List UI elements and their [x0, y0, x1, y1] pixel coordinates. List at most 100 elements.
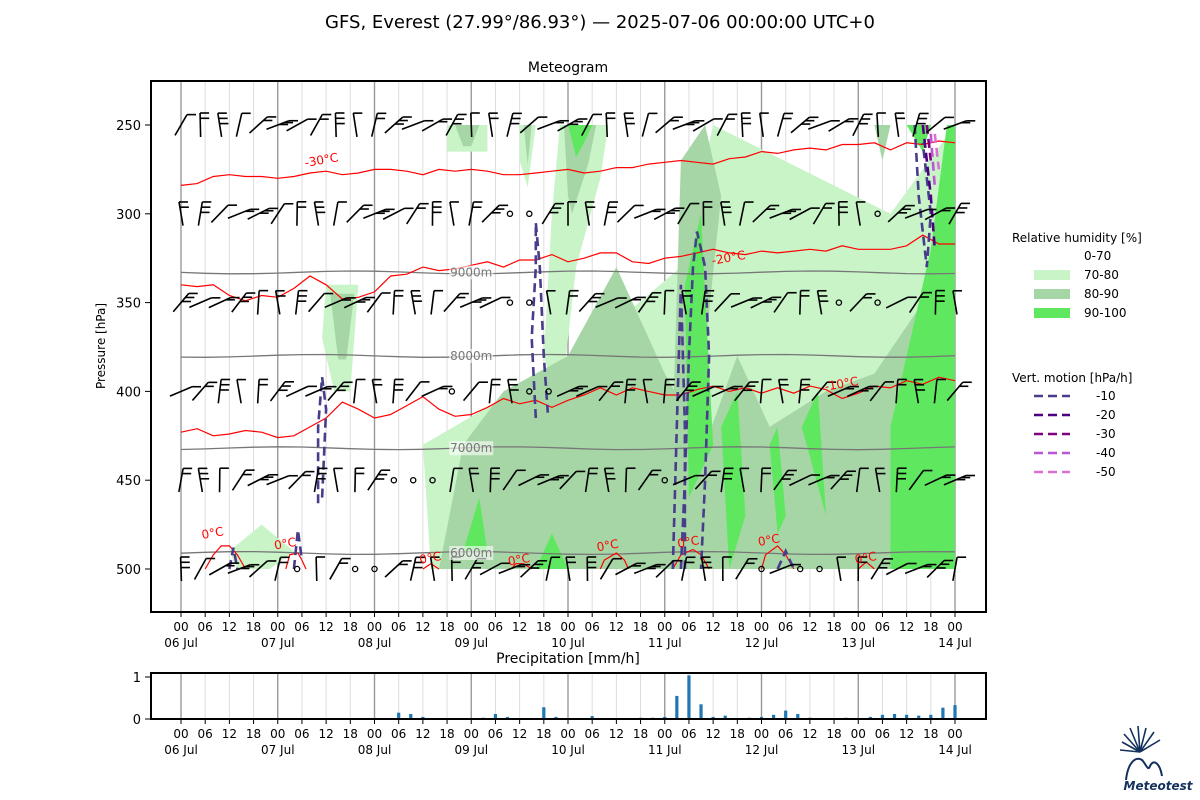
precipitation-x-tick-hour: 12: [609, 727, 624, 741]
wind-barb-shaft: [353, 379, 358, 404]
wind-barb-shaft: [926, 559, 945, 579]
precipitation-x-tick-day: 12 Jul: [745, 743, 779, 757]
wind-barb-shaft: [849, 293, 868, 312]
wind-barb-shaft: [624, 379, 628, 404]
calm-wind-mark: [874, 299, 881, 306]
wind-barb-shaft: [520, 560, 539, 578]
wind-barb-shaft: [266, 474, 290, 486]
meteogram-x-tick-hour: 12: [802, 620, 817, 634]
isotherm-label: 0°C: [507, 551, 531, 569]
precipitation-x-tick-hour: 00: [464, 727, 479, 741]
wind-barb-shaft: [479, 296, 502, 309]
wind-barb-shaft: [616, 204, 636, 223]
meteogram-x-tick-day: 11 Jul: [648, 636, 682, 650]
wind-barb-shaft: [236, 379, 242, 404]
sun-rays-icon: [1119, 725, 1163, 781]
vm-legend-label: -20: [1096, 408, 1116, 422]
vertical-motion-contour: [933, 133, 941, 170]
meteogram-x-tick-hour: 06: [294, 620, 309, 634]
wind-barb-shaft: [430, 290, 435, 315]
precipitation-x-tick-hour: 12: [512, 727, 527, 741]
relative-humidity-fills: [229, 125, 955, 570]
isotherm-label: 0°C: [676, 533, 700, 551]
vertical-motion-contour: [292, 529, 304, 570]
isotherm-line: [285, 552, 307, 570]
figure-title: GFS, Everest (27.99°/86.93°) — 2025-07-0…: [325, 12, 875, 33]
isotherm-label: 0°C: [418, 549, 442, 567]
meteogram-x-tick-hour: 12: [222, 620, 237, 634]
wind-barb-shaft: [584, 201, 591, 226]
calm-wind-mark: [758, 565, 765, 573]
wind-barb-shaft: [191, 381, 209, 401]
geopotential-line: [180, 270, 956, 275]
wind-barb-shaft: [830, 470, 848, 490]
meteogram-x-tick-day: 12 Jul: [745, 636, 779, 650]
meteogram-x-tick-day: 14 Jul: [938, 636, 972, 650]
precipitation-bar: [917, 715, 921, 719]
wind-barb-shaft: [346, 204, 365, 223]
rh-region-90-100: [568, 125, 593, 157]
precipitation-bar: [421, 716, 425, 719]
isotherm-line: [180, 140, 956, 186]
precipitation-bar: [880, 714, 885, 719]
calm-wind-mark: [874, 210, 881, 218]
wind-barb-shaft: [672, 474, 696, 486]
meteogram-y-label: Pressure [hPa]: [94, 303, 108, 389]
isotherm-label: -30°C: [303, 150, 339, 170]
meteogram-x-tick-hour: 00: [657, 620, 672, 634]
precipitation-bar: [784, 710, 788, 719]
calm-wind-mark: [390, 476, 398, 484]
wind-barb-shaft: [885, 562, 908, 576]
wind-barb-shaft: [598, 381, 615, 402]
wind-barb-shaft: [468, 201, 475, 226]
meteogram-x-tick-hour: 00: [754, 620, 769, 634]
wind-barb-shaft: [285, 385, 309, 398]
precipitation-bar: [941, 707, 945, 719]
isoline-labels: 9000m 8000m 7000m 6000m -30°C -20°C -10°C 0°C 0°…: [200, 150, 877, 568]
wind-barb-shaft: [384, 560, 404, 578]
wind-barb-shaft: [392, 290, 396, 315]
wind-barb-shaft: [603, 468, 610, 493]
wind-barb-shaft: [714, 293, 732, 312]
precipitation-x-tick-hour: 00: [270, 727, 285, 741]
wind-barb-shaft: [642, 379, 649, 404]
wind-barb-shaft: [174, 114, 188, 136]
wind-barb-shaft: [270, 203, 286, 225]
meteogram-x-tick-hour: 18: [536, 620, 551, 634]
rh-legend-title: Relative humidity [%]: [1012, 231, 1142, 245]
rh-region-80-90: [874, 125, 891, 161]
precipitation-x-tick-hour: 18: [633, 727, 648, 741]
wind-barb-shaft: [366, 292, 383, 313]
meteogram-x-tick-hour: 18: [246, 620, 261, 634]
geopotential-label-bg: [449, 348, 494, 363]
wind-barb-shaft: [904, 208, 928, 219]
precipitation-x-tick-hour: 06: [294, 727, 309, 741]
wind-barb-shaft: [870, 558, 885, 580]
wind-barb-shaft: [481, 204, 500, 223]
wind-barb-shaft: [410, 290, 417, 315]
vertical-motion-contour: [776, 548, 795, 570]
wind-barb-shaft: [332, 201, 339, 226]
wind-barb-shaft: [406, 203, 421, 225]
precipitation-bar: [687, 675, 691, 719]
y-tick-label: 450: [116, 474, 141, 489]
wind-barb-shaft: [565, 290, 571, 315]
calm-wind-mark: [835, 299, 843, 306]
wind-barb-shaft: [876, 112, 880, 138]
meteogram-x-tick-hour: 00: [270, 620, 285, 634]
wind-barb-shaft: [210, 204, 229, 223]
precipitation-x-tick-day: 13 Jul: [841, 743, 875, 757]
wind-barb-shaft: [231, 292, 247, 313]
precipitation-x-tick-day: 11 Jul: [648, 743, 682, 757]
isotherm-line: [204, 545, 247, 570]
precipitation-x-tick-hour: 12: [802, 727, 817, 741]
wind-barb-shaft: [392, 379, 396, 404]
wind-barb-shaft: [855, 468, 861, 493]
wind-barb-shaft: [506, 113, 514, 137]
vertical-motion-contour: [929, 133, 937, 188]
wind-barb-shaft: [288, 471, 307, 490]
wind-barb-shaft: [309, 114, 324, 136]
wind-barb-shaft: [738, 201, 746, 226]
wind-barb-shaft: [677, 203, 692, 225]
